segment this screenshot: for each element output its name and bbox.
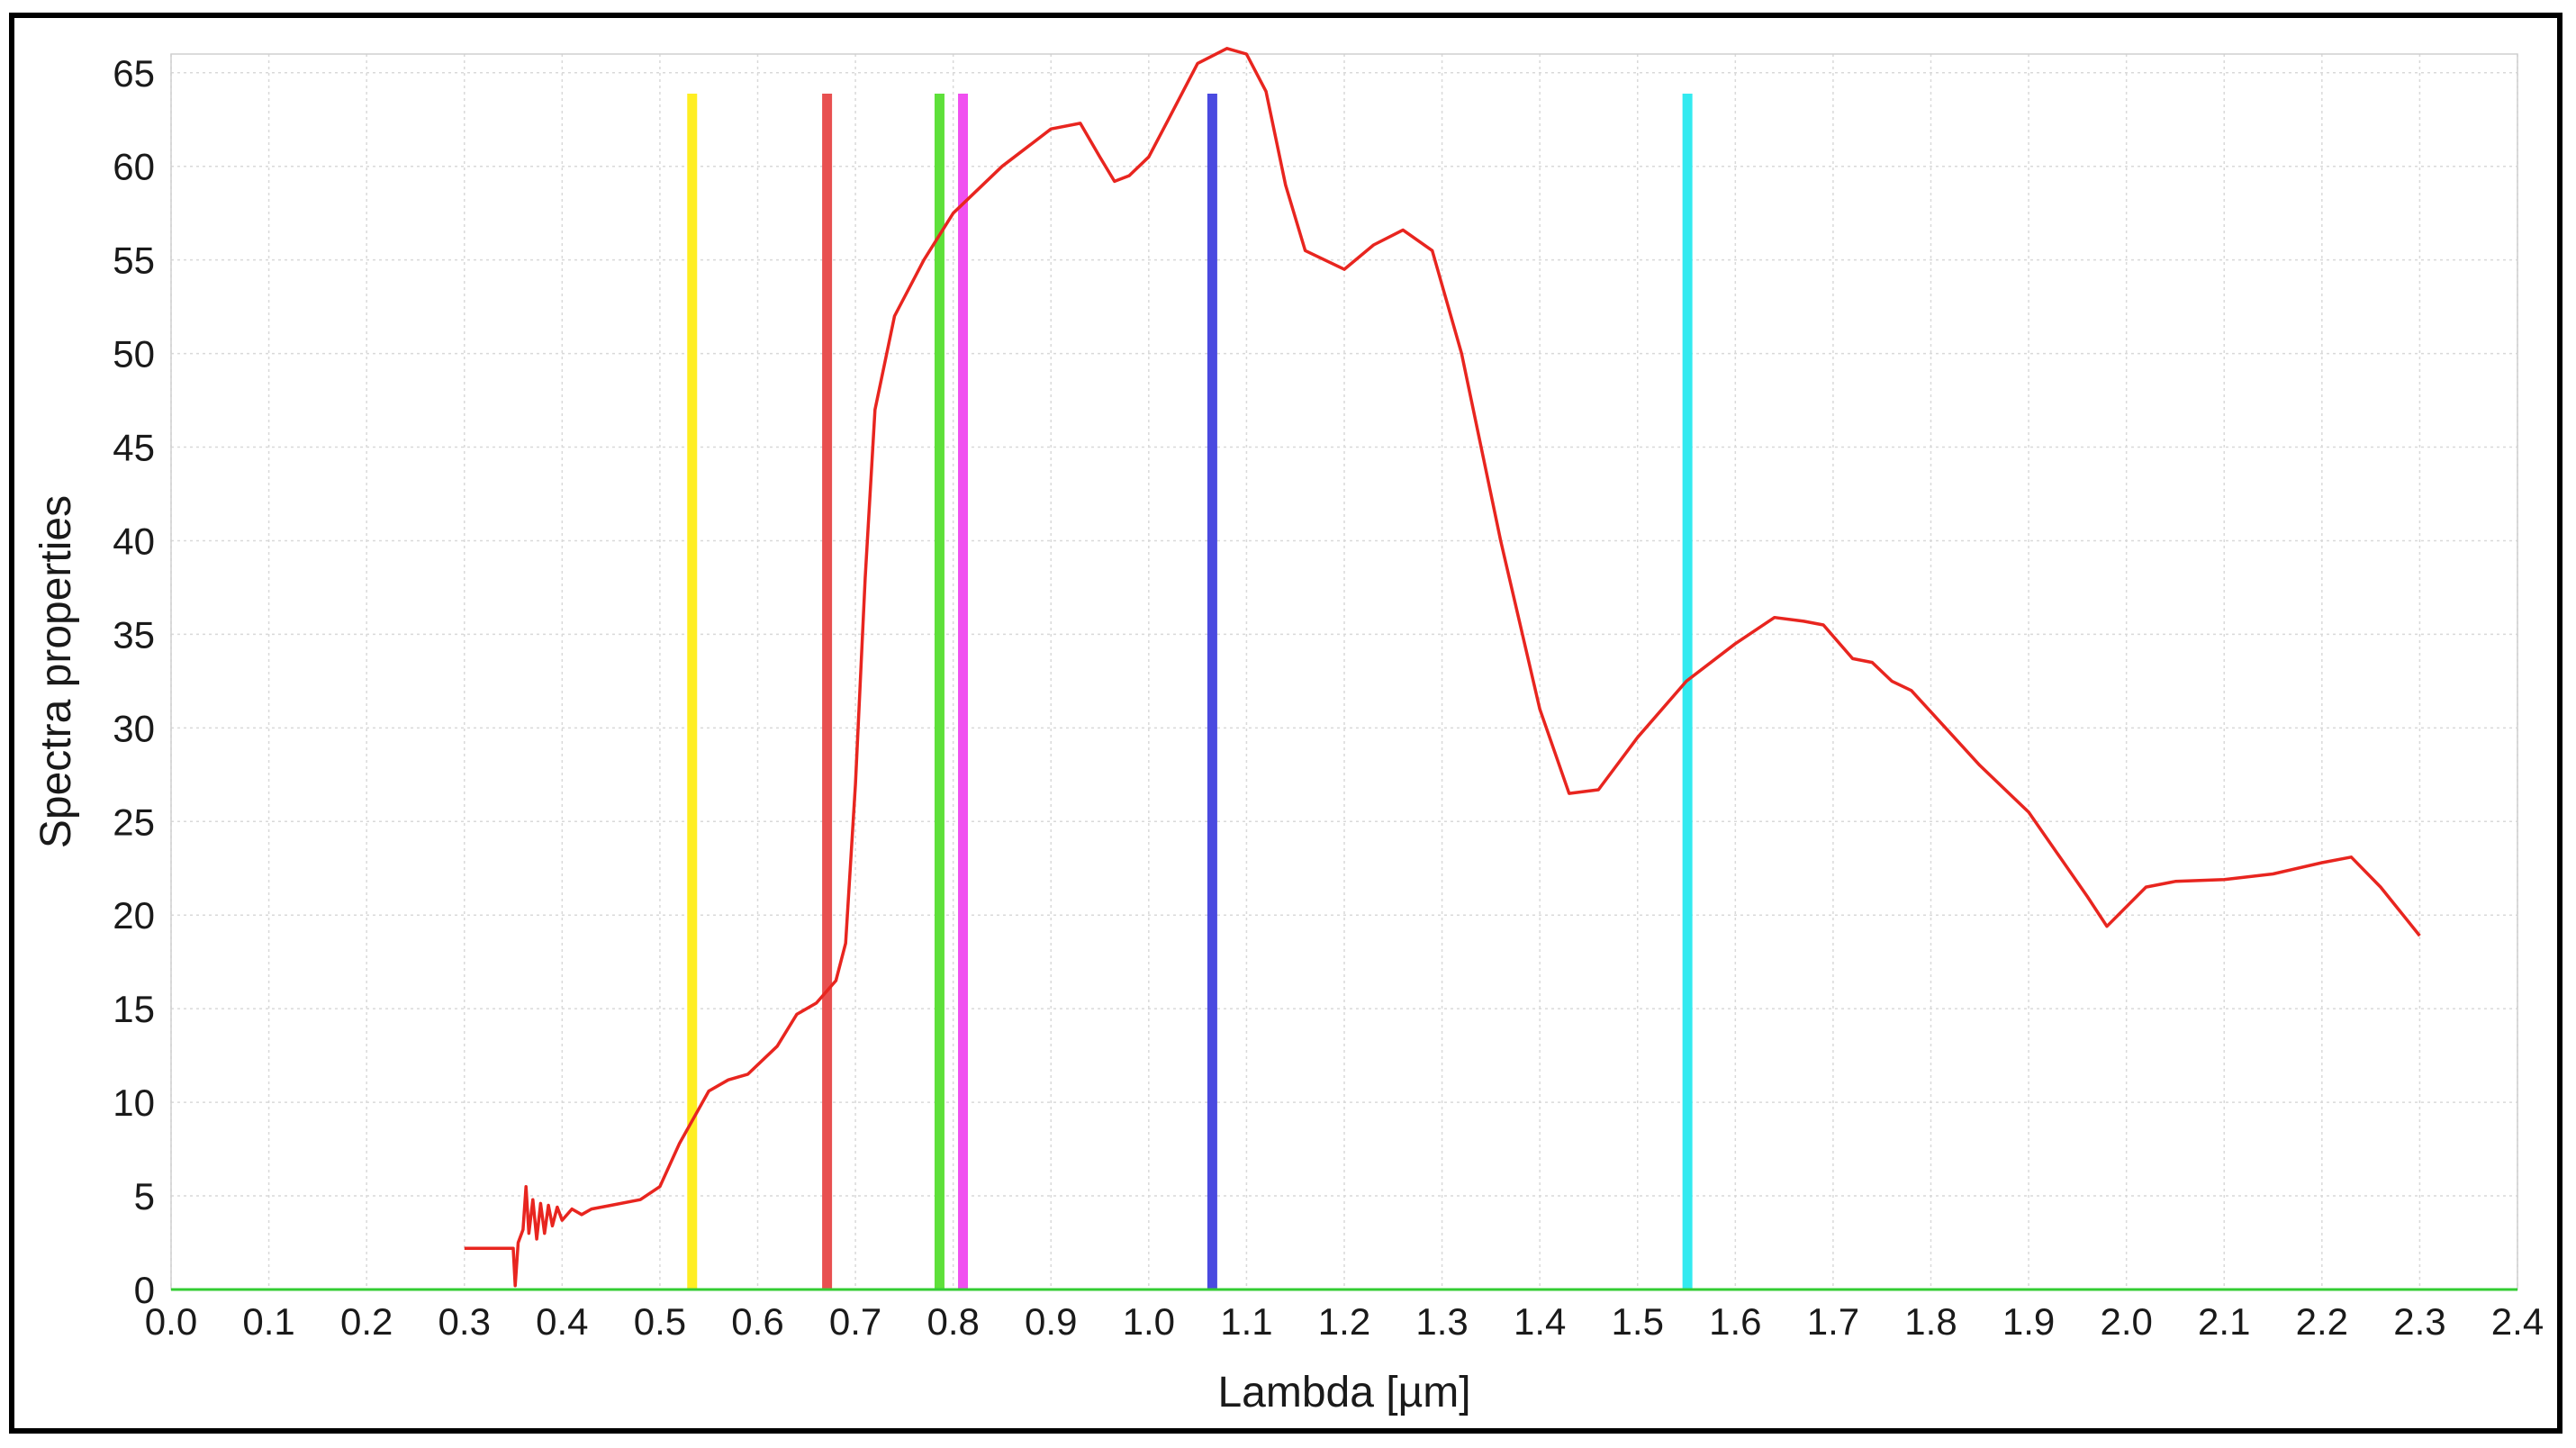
x-tick-label: 2.3: [2393, 1300, 2445, 1343]
y-tick-label: 30: [113, 707, 155, 749]
y-tick-label: 40: [113, 520, 155, 562]
x-tick-label: 1.7: [1807, 1300, 1859, 1343]
y-tick-label: 35: [113, 613, 155, 656]
x-tick-label: 1.3: [1415, 1300, 1468, 1343]
x-tick-label: 0.3: [438, 1300, 491, 1343]
x-axis-label: Lambda [µm]: [1217, 1369, 1470, 1416]
y-tick-label: 20: [113, 894, 155, 937]
x-tick-label: 0.6: [731, 1300, 783, 1343]
x-tick-label: 2.0: [2100, 1300, 2152, 1343]
series-line: [464, 47, 2421, 1288]
x-tick-label: 0.7: [829, 1300, 881, 1343]
spectra-chart: 0.0 0.1 0.2 0.3 0.4 0.5 0.6 0.7 0.8 0.9 1.0 1.1 1.2 1…: [32, 47, 2544, 1416]
y-tick-label: 25: [113, 801, 155, 843]
x-tick-label: 0.0: [145, 1300, 197, 1343]
x-tick-label: 0.8: [926, 1300, 979, 1343]
y-tick-label: 0: [134, 1269, 155, 1311]
x-tick-label: 1.9: [2002, 1300, 2055, 1343]
x-tick-label: 1.1: [1220, 1300, 1272, 1343]
x-tick-label: 0.5: [634, 1300, 686, 1343]
y-tick-label: 45: [113, 427, 155, 469]
x-tick-label: 0.9: [1025, 1300, 1077, 1343]
y-tick-label: 50: [113, 333, 155, 376]
y-tick-label: 55: [113, 240, 155, 282]
x-tick-label: 0.4: [536, 1300, 588, 1343]
y-tick-label: 65: [113, 52, 155, 95]
x-tick-label: 0.1: [242, 1300, 294, 1343]
x-tick-label: 2.4: [2491, 1300, 2544, 1343]
x-tick-label: 1.2: [1318, 1300, 1370, 1343]
y-tick-label: 60: [113, 146, 155, 188]
x-tick-label: 0.2: [340, 1300, 393, 1343]
x-tick-label: 1.8: [1904, 1300, 1957, 1343]
y-tick-label: 10: [113, 1081, 155, 1124]
y-axis-label: Spectra properties: [32, 495, 80, 848]
x-tick-labels: 0.0 0.1 0.2 0.3 0.4 0.5 0.6 0.7 0.8 0.9 1.0 1.1 1.2 1…: [145, 1300, 2544, 1343]
x-tick-label: 1.6: [1709, 1300, 1761, 1343]
x-tick-label: 1.4: [1514, 1300, 1566, 1343]
chart-frame: 0.0 0.1 0.2 0.3 0.4 0.5 0.6 0.7 0.8 0.9 1.0 1.1 1.2 1…: [9, 13, 2562, 1434]
band-lines: [687, 94, 1693, 1290]
y-tick-label: 5: [134, 1175, 155, 1217]
y-tick-labels: 0 5 10 15 20 25 30 35 40 45 50 55 60 65: [113, 52, 155, 1311]
grid: [170, 53, 2518, 1290]
x-tick-label: 2.1: [2198, 1300, 2250, 1343]
x-tick-label: 2.2: [2296, 1300, 2348, 1343]
x-tick-label: 1.5: [1612, 1300, 1664, 1343]
x-tick-label: 1.0: [1123, 1300, 1175, 1343]
y-tick-label: 15: [113, 988, 155, 1030]
